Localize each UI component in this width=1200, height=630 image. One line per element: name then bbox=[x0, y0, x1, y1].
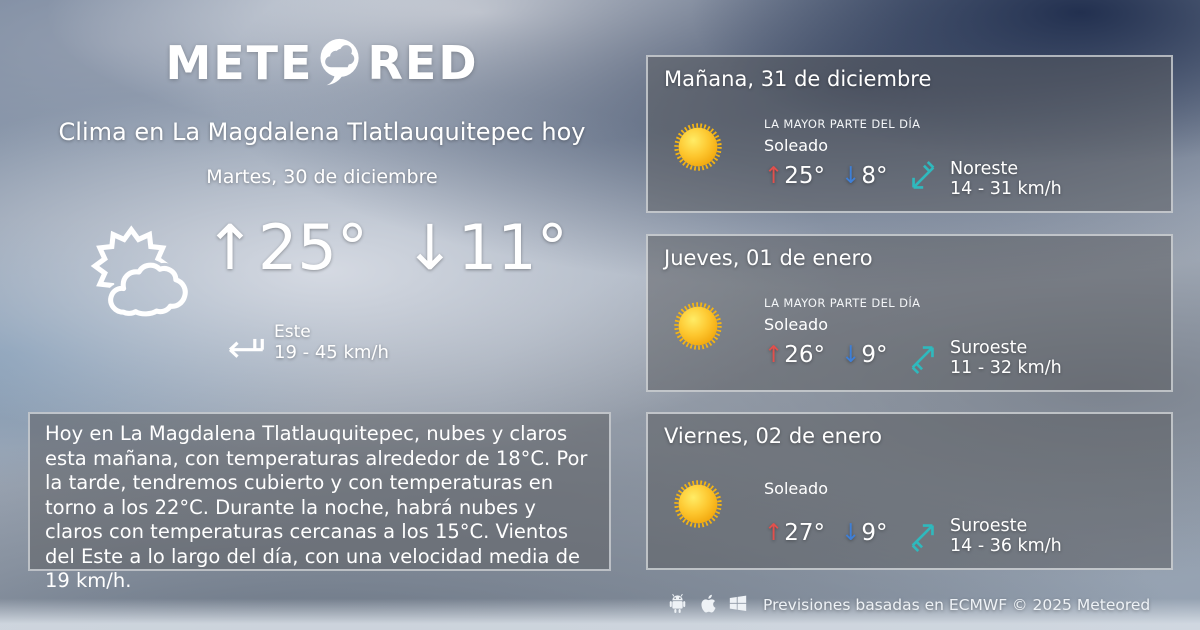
card-wind-direction: Suroeste bbox=[950, 338, 1028, 358]
card-wind: Suroeste 11 - 32 km/h bbox=[906, 338, 1062, 379]
meteored-cloud-bubble-icon bbox=[320, 38, 360, 86]
forecast-card-friday: Viernes, 02 de enero Soleado ↑27° ↓9° bbox=[646, 412, 1173, 570]
card-temp-min-value: 8° bbox=[861, 163, 888, 189]
today-wind-speed: 19 - 45 km/h bbox=[274, 342, 389, 363]
day-part-label: LA MAYOR PARTE DEL DÍA bbox=[764, 296, 921, 310]
logo-text-post: RED bbox=[367, 36, 479, 90]
sunny-icon bbox=[674, 302, 722, 350]
card-temps: ↑25° ↓8° bbox=[764, 163, 887, 189]
forecast-card-title: Viernes, 02 de enero bbox=[664, 424, 882, 448]
card-wind-speed: 14 - 36 km/h bbox=[950, 536, 1062, 556]
card-temp-max-value: 25° bbox=[784, 163, 826, 189]
today-temp-min: ↓11° bbox=[404, 212, 568, 283]
today-wind: Este 19 - 45 km/h bbox=[224, 322, 389, 363]
logo-text-pre: METE bbox=[165, 36, 314, 90]
page-title: Clima en La Magdalena Tlatlauquitepec ho… bbox=[58, 118, 586, 146]
forecast-summary-text: Hoy en La Magdalena Tlatlauquitepec, nub… bbox=[28, 412, 611, 592]
attribution-text: Previsiones basadas en ECMWF © 2025 Mete… bbox=[763, 596, 1151, 614]
card-wind-speed: 14 - 31 km/h bbox=[950, 179, 1062, 199]
wind-barb-northeast-icon bbox=[911, 346, 934, 374]
sunny-icon bbox=[674, 123, 722, 171]
card-wind-direction: Suroeste bbox=[950, 516, 1028, 536]
card-temp-max: ↑27° bbox=[764, 520, 825, 546]
card-temps: ↑26° ↓9° bbox=[764, 342, 887, 368]
windows-icon bbox=[729, 595, 747, 612]
condition-label: Soleado bbox=[764, 479, 828, 498]
sunny-icon bbox=[674, 480, 722, 528]
wind-barb-west-icon bbox=[228, 338, 264, 358]
card-temp-max: ↑25° bbox=[764, 163, 825, 189]
card-temp-max: ↑26° bbox=[764, 342, 825, 368]
temp-up-arrow-icon: ↑ bbox=[204, 211, 256, 284]
current-date: Martes, 30 de diciembre bbox=[206, 166, 438, 188]
today-temp-min-value: 11° bbox=[457, 211, 568, 284]
card-temp-min-value: 9° bbox=[861, 342, 888, 368]
forecast-card-title: Mañana, 31 de diciembre bbox=[664, 67, 932, 91]
platform-icons bbox=[668, 593, 747, 614]
card-wind: Noreste 14 - 31 km/h bbox=[906, 159, 1062, 200]
apple-icon bbox=[701, 594, 716, 613]
today-wind-direction: Este bbox=[274, 322, 311, 342]
condition-block: LA MAYOR PARTE DEL DÍA Soleado bbox=[764, 296, 920, 334]
today-temps: ↑25° ↓11° bbox=[204, 212, 568, 283]
today-temp-max: ↑25° bbox=[204, 212, 368, 283]
card-temp-min: ↓9° bbox=[841, 520, 887, 546]
condition-label: Soleado bbox=[764, 315, 828, 334]
card-temp-max-value: 26° bbox=[784, 342, 826, 368]
card-wind-speed: 11 - 32 km/h bbox=[950, 358, 1062, 378]
wind-barb-southwest-icon bbox=[912, 161, 935, 189]
temp-up-arrow-icon: ↑ bbox=[764, 520, 784, 546]
temp-down-arrow-icon: ↓ bbox=[403, 211, 456, 284]
sun-behind-cloud-icon bbox=[90, 225, 188, 317]
condition-block: LA MAYOR PARTE DEL DÍA Soleado bbox=[764, 117, 920, 155]
wind-barb-northeast-icon bbox=[911, 524, 934, 552]
forecast-card-thursday: Jueves, 01 de enero LA MAYOR PARTE DEL D… bbox=[646, 234, 1173, 392]
condition-label: Soleado bbox=[764, 136, 828, 155]
day-part-label: LA MAYOR PARTE DEL DÍA bbox=[764, 117, 921, 131]
forecast-card-title: Jueves, 01 de enero bbox=[664, 246, 873, 270]
temp-down-arrow-icon: ↓ bbox=[841, 163, 861, 189]
temp-up-arrow-icon: ↑ bbox=[764, 163, 784, 189]
android-icon bbox=[669, 593, 686, 613]
card-temps: ↑27° ↓9° bbox=[764, 520, 887, 546]
temp-down-arrow-icon: ↓ bbox=[841, 342, 861, 368]
forecast-card-tomorrow: Mañana, 31 de diciembre LA MAYOR PARTE D… bbox=[646, 55, 1173, 213]
card-wind: Suroeste 14 - 36 km/h bbox=[906, 516, 1062, 557]
card-temp-min: ↓8° bbox=[841, 163, 887, 189]
card-wind-direction: Noreste bbox=[950, 159, 1019, 179]
condition-block: Soleado bbox=[764, 474, 828, 498]
today-temp-max-value: 25° bbox=[257, 211, 368, 284]
card-temp-min: ↓9° bbox=[841, 342, 887, 368]
temp-down-arrow-icon: ↓ bbox=[841, 520, 861, 546]
card-temp-max-value: 27° bbox=[784, 520, 826, 546]
temp-up-arrow-icon: ↑ bbox=[764, 342, 784, 368]
card-temp-min-value: 9° bbox=[861, 520, 888, 546]
meteored-logo: METE RED bbox=[0, 33, 644, 91]
